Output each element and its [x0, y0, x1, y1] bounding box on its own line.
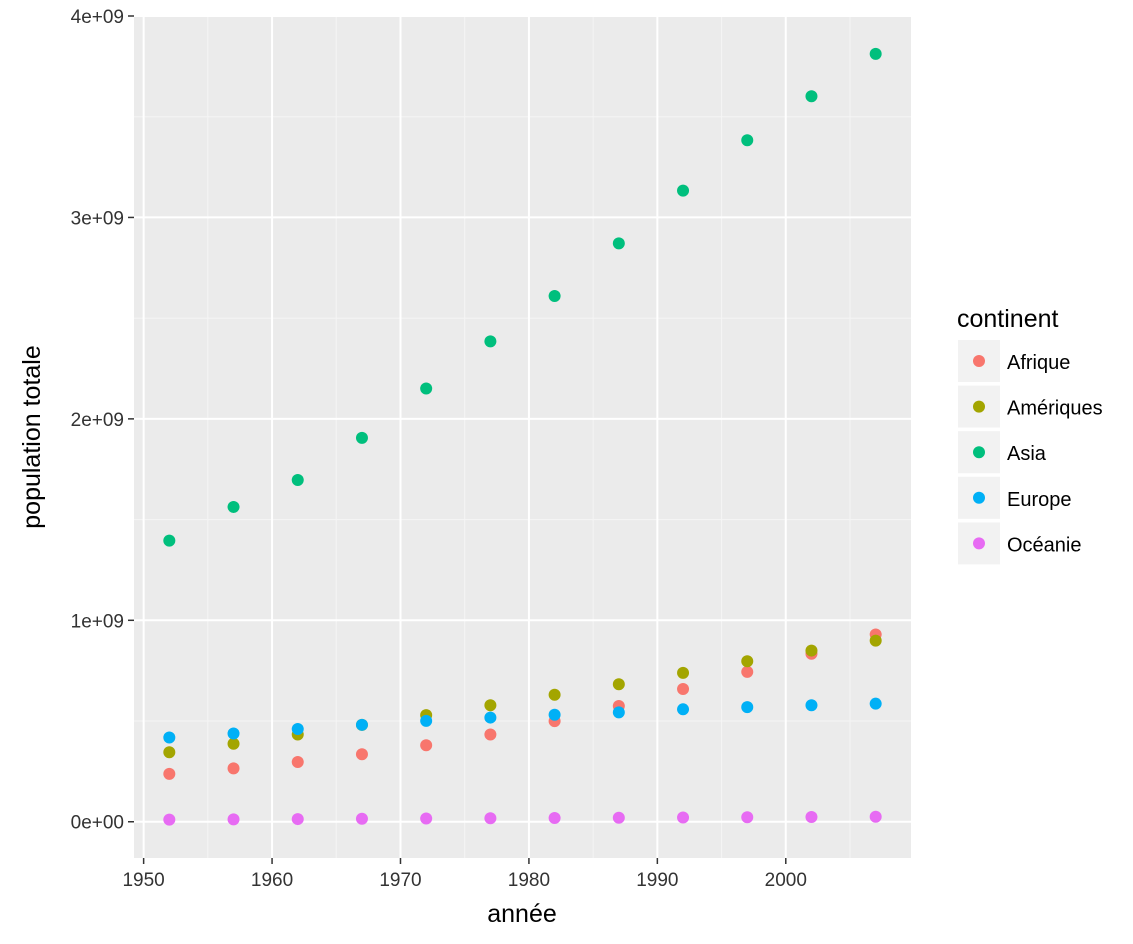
data-point-ameriques	[548, 688, 561, 701]
data-point-oceanie	[805, 811, 818, 824]
data-point-asia	[291, 474, 304, 487]
data-point-asia	[805, 90, 818, 103]
data-point-oceanie	[677, 811, 690, 824]
data-point-europe	[291, 723, 304, 736]
legend-label-afrique: Afrique	[1007, 352, 1070, 374]
y-tick-label: 3e+09	[71, 208, 124, 229]
data-point-asia	[163, 534, 176, 547]
data-point-oceanie	[741, 811, 754, 824]
data-point-afrique	[741, 665, 754, 678]
data-point-oceanie	[163, 813, 176, 826]
data-point-ameriques	[612, 678, 625, 691]
data-point-europe	[420, 714, 433, 727]
y-tick-label: 4e+09	[71, 7, 124, 28]
legend-label-ameriques: Amériques	[1007, 398, 1103, 420]
data-point-europe	[548, 708, 561, 721]
data-point-afrique	[677, 682, 690, 695]
data-point-oceanie	[548, 812, 561, 825]
data-point-afrique	[227, 762, 240, 775]
x-tick-label: 1980	[508, 870, 550, 891]
legend: continent Afrique Amériques Asia Europe Océa…	[957, 305, 1103, 565]
legend-label-asia: Asia	[1007, 443, 1047, 465]
data-point-ameriques	[805, 644, 818, 657]
data-point-ameriques	[163, 746, 176, 759]
data-point-europe	[805, 699, 818, 712]
data-point-oceanie	[355, 812, 368, 825]
y-axis-title: population totale	[18, 345, 46, 528]
x-tick-label: 1950	[122, 870, 164, 891]
x-axis-title: année	[487, 900, 557, 928]
legend-key-oceanie	[973, 537, 985, 550]
axis-ticks: 1950 1960 1970 1980 1990 2000 0e+00 1e+09 2e+09 3…	[71, 7, 807, 891]
data-point-ameriques	[227, 737, 240, 750]
data-point-asia	[869, 47, 882, 60]
data-point-asia	[612, 237, 625, 250]
y-tick-label: 0e+00	[71, 813, 124, 834]
data-point-ameriques	[484, 699, 497, 712]
x-tick-label: 1970	[379, 870, 421, 891]
data-point-asia	[677, 184, 690, 197]
y-tick-label: 2e+09	[71, 410, 124, 431]
data-point-afrique	[355, 748, 368, 761]
data-point-europe	[677, 703, 690, 716]
legend-title: continent	[957, 305, 1059, 333]
x-tick-label: 1990	[636, 870, 678, 891]
data-point-afrique	[291, 756, 304, 769]
data-point-afrique	[420, 739, 433, 752]
data-point-asia	[420, 382, 433, 395]
data-point-asia	[548, 289, 561, 302]
data-point-asia	[484, 335, 497, 348]
x-tick-label: 2000	[765, 870, 807, 891]
data-point-asia	[227, 500, 240, 513]
data-point-oceanie	[869, 810, 882, 823]
data-point-europe	[355, 718, 368, 731]
data-point-oceanie	[291, 813, 304, 826]
y-tick-label: 1e+09	[71, 611, 124, 632]
legend-label-europe: Europe	[1007, 489, 1072, 511]
data-point-europe	[612, 706, 625, 719]
legend-label-oceanie: Océanie	[1007, 534, 1082, 556]
x-tick-label: 1960	[251, 870, 293, 891]
data-point-oceanie	[484, 812, 497, 825]
data-point-ameriques	[741, 655, 754, 668]
grid-minor	[134, 16, 911, 858]
grid-major	[134, 15, 911, 858]
data-point-europe	[163, 731, 176, 744]
legend-key-ameriques	[973, 400, 985, 413]
data-point-europe	[869, 697, 882, 710]
data-point-asia	[355, 431, 368, 444]
data-points	[163, 47, 882, 826]
legend-items: Afrique Amériques Asia Europe Océanie	[958, 340, 1103, 565]
data-point-oceanie	[227, 813, 240, 826]
data-point-europe	[227, 727, 240, 740]
data-point-afrique	[484, 728, 497, 741]
data-point-europe	[741, 701, 754, 714]
data-point-asia	[741, 134, 754, 147]
plot-panel	[134, 16, 911, 858]
data-point-ameriques	[869, 634, 882, 647]
data-point-oceanie	[612, 811, 625, 824]
data-point-europe	[484, 711, 497, 724]
data-point-ameriques	[677, 666, 690, 679]
legend-key-afrique	[973, 355, 985, 367]
data-point-oceanie	[420, 812, 433, 825]
data-point-afrique	[163, 767, 176, 780]
legend-key-europe	[973, 491, 985, 504]
legend-key-asia	[973, 446, 985, 459]
